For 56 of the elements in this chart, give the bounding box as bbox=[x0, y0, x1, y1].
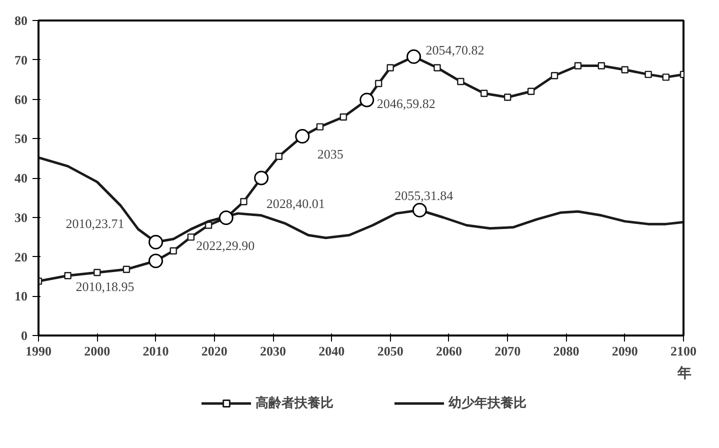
x-tick-label: 2040 bbox=[318, 344, 345, 358]
point bbox=[374, 80, 382, 88]
point bbox=[644, 70, 652, 78]
annotation: 2046,59.82 bbox=[376, 96, 436, 111]
point bbox=[170, 247, 177, 254]
x-tick-label: 2100 bbox=[670, 344, 696, 358]
x-tick-label: 2010 bbox=[142, 344, 169, 358]
point bbox=[434, 64, 441, 72]
x-tick-label: 2060 bbox=[436, 344, 462, 358]
point bbox=[480, 90, 488, 97]
x-tick-label: 2020 bbox=[201, 344, 228, 358]
point bbox=[574, 62, 582, 70]
point bbox=[550, 72, 558, 80]
y-tick-label: 0 bbox=[21, 328, 28, 343]
x-axis-title: 年 bbox=[676, 366, 692, 382]
x-tick-label: 2050 bbox=[377, 344, 404, 358]
y-tick-label: 70 bbox=[14, 52, 28, 68]
point bbox=[662, 74, 670, 81]
point bbox=[412, 202, 427, 218]
x-tick-label: 1990 bbox=[26, 344, 52, 358]
x-tick-label: 2070 bbox=[494, 344, 521, 358]
x-tick-label: 2000 bbox=[84, 344, 110, 358]
y-tick-label: 80 bbox=[14, 13, 28, 28]
point bbox=[275, 152, 283, 160]
point bbox=[316, 123, 324, 130]
point bbox=[94, 268, 101, 276]
y-tick-label: 20 bbox=[14, 249, 28, 264]
point bbox=[386, 64, 394, 72]
point bbox=[122, 266, 130, 273]
annotation: 2054,70.82 bbox=[426, 42, 484, 58]
point bbox=[527, 88, 535, 95]
legend-label: 幼少年扶養比 bbox=[448, 394, 526, 412]
point bbox=[504, 94, 512, 101]
point bbox=[148, 234, 164, 250]
y-tick-label: 50 bbox=[14, 131, 28, 146]
annotation: 2010,23.71 bbox=[66, 216, 124, 232]
y-tick-label: 60 bbox=[14, 92, 28, 107]
x-tick-label: 2090 bbox=[612, 344, 638, 358]
point bbox=[64, 272, 72, 280]
x-tick-label: 2080 bbox=[553, 344, 580, 358]
y-tick-label: 10 bbox=[14, 288, 28, 304]
point bbox=[240, 198, 248, 206]
y-tick-label: 30 bbox=[14, 210, 28, 225]
point bbox=[457, 78, 464, 86]
annotation: 2055,31.84 bbox=[394, 188, 454, 204]
point bbox=[598, 62, 606, 70]
annotation: 2022,29.90 bbox=[196, 238, 255, 253]
x-tick-label: 2030 bbox=[260, 344, 286, 358]
legend-label: 高齢者扶養比 bbox=[256, 394, 334, 412]
y-tick-label: 40 bbox=[14, 170, 28, 186]
point bbox=[187, 233, 195, 241]
annotation: 2035 bbox=[317, 146, 344, 162]
point bbox=[621, 66, 628, 74]
annotation: 2028,40.01 bbox=[266, 196, 325, 211]
point bbox=[340, 113, 348, 121]
annotation: 2010,18.95 bbox=[76, 278, 134, 294]
